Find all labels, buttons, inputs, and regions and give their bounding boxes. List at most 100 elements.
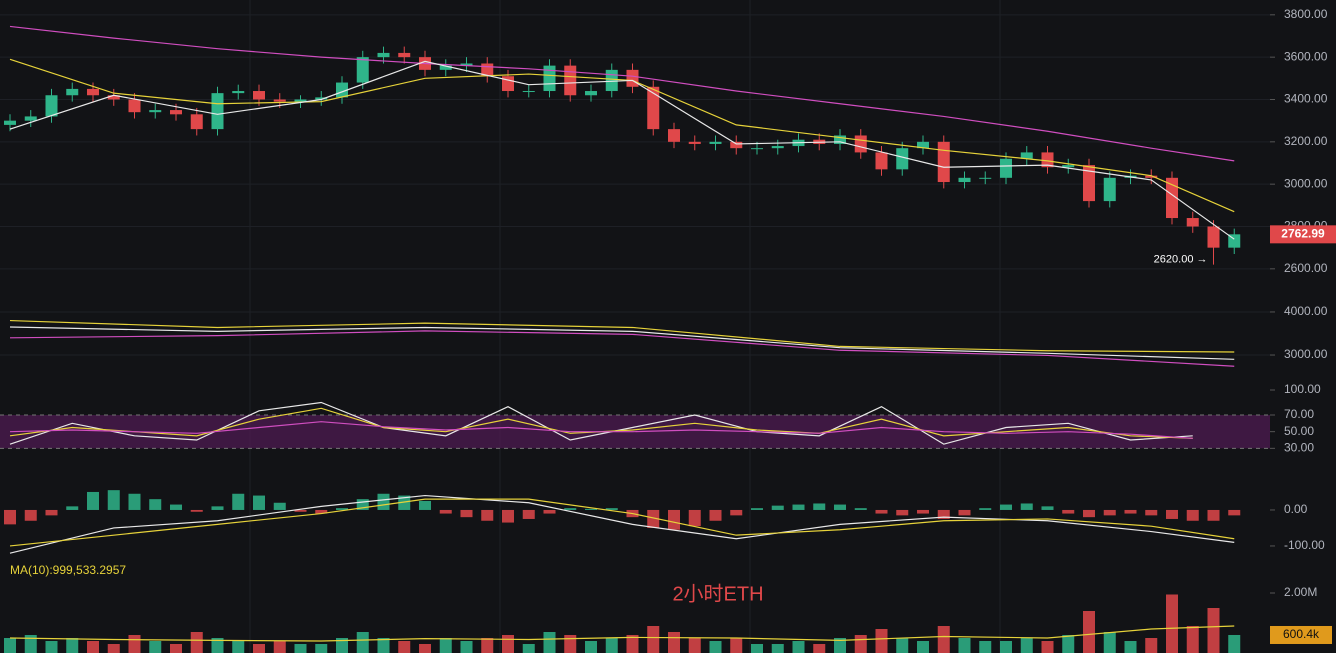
bar [854, 508, 867, 510]
y-tick-label: 3000.00 [1284, 347, 1328, 361]
candle-body [937, 141, 950, 183]
bar [4, 509, 16, 525]
bar [730, 638, 743, 653]
bar [232, 641, 245, 653]
indicator-line [9, 319, 1235, 353]
indicator-line [9, 25, 1235, 162]
bar [1186, 626, 1199, 653]
bar [315, 509, 328, 514]
bar [1041, 506, 1054, 510]
candle-body [377, 52, 390, 58]
bar [170, 504, 182, 510]
candle-body [647, 86, 660, 130]
bar [522, 509, 535, 519]
candle-body [564, 65, 577, 96]
y-tick-label: 3000.00 [1284, 176, 1328, 190]
candle-body [1020, 152, 1033, 159]
bar [211, 506, 224, 510]
bar [1207, 608, 1220, 653]
indicator-line [9, 401, 1193, 445]
bar [647, 626, 660, 653]
bar [751, 644, 763, 653]
bar [1062, 509, 1075, 514]
candle-body [834, 135, 846, 144]
y-tick-label: 3800.00 [1284, 7, 1328, 21]
bar [1228, 509, 1241, 516]
bar [24, 635, 37, 653]
candle-body [668, 129, 680, 142]
candle-body [1166, 177, 1178, 219]
bar [668, 509, 680, 530]
bar [564, 635, 577, 653]
bar [460, 509, 473, 518]
bar [1020, 638, 1033, 653]
candle-body [522, 91, 535, 93]
bar [149, 499, 162, 510]
candle-body [1041, 152, 1054, 168]
bar [1000, 641, 1012, 653]
candle-body [439, 65, 452, 70]
bar [232, 493, 245, 510]
bar [419, 500, 431, 510]
bar [294, 509, 307, 512]
bar [1041, 641, 1054, 653]
candle-body [896, 148, 909, 170]
bar [107, 490, 120, 510]
bar [502, 509, 514, 523]
y-tick-label: 3400.00 [1284, 92, 1328, 106]
bar [626, 635, 639, 653]
y-tick-label: 0.00 [1284, 502, 1308, 516]
indicator-line [9, 494, 1235, 554]
bar [66, 506, 79, 510]
candle-body [688, 141, 701, 144]
bar [854, 635, 867, 653]
bar [66, 638, 79, 653]
candle-body [1000, 158, 1012, 178]
candle-body [1145, 175, 1158, 178]
bar [1000, 504, 1012, 510]
candle-body [709, 141, 722, 144]
bar [460, 641, 473, 653]
bar [4, 638, 16, 653]
bar [585, 508, 597, 510]
candle-body [460, 63, 473, 66]
candle-body [1083, 165, 1095, 202]
candle-body [730, 141, 743, 149]
candle-body [294, 99, 307, 102]
bar [917, 641, 929, 653]
bar [605, 508, 618, 510]
bar [792, 504, 805, 510]
candle-body [585, 91, 597, 96]
bar [668, 632, 680, 653]
bar [45, 641, 58, 653]
bar [1145, 638, 1158, 653]
candle-body [979, 177, 992, 179]
indicator-line [9, 326, 1235, 360]
watermark: 2小时ETH [672, 582, 763, 605]
candle-body [1062, 165, 1075, 168]
y-tick-label: 3200.00 [1284, 134, 1328, 148]
indicator-line [9, 498, 1235, 547]
bar [543, 509, 556, 514]
bar [24, 509, 37, 521]
candle-body [315, 97, 328, 100]
bar [937, 626, 950, 653]
bar [253, 644, 265, 653]
bar [315, 644, 328, 653]
bar [1020, 503, 1033, 510]
bar [979, 641, 992, 653]
candle-body [502, 76, 514, 92]
bar [958, 638, 971, 653]
bar [149, 641, 162, 653]
bar [356, 499, 369, 510]
bar [190, 632, 203, 653]
bar [502, 635, 514, 653]
candle-body [107, 95, 120, 100]
y-tick-label: 4000.00 [1284, 304, 1328, 318]
bar [813, 644, 826, 653]
bar [709, 641, 722, 653]
low-annotation: 2620.00 → [1154, 254, 1208, 266]
candle-body [543, 65, 556, 92]
